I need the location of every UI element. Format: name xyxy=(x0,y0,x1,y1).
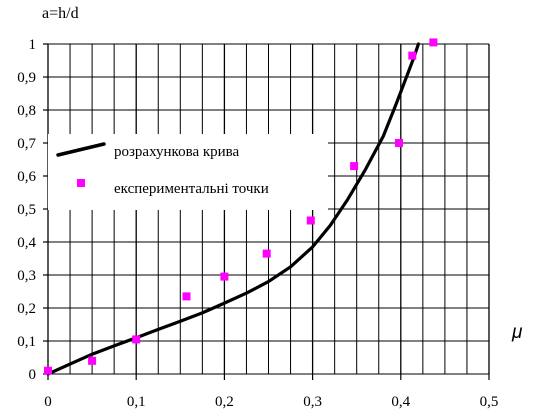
y-tick-label: 0,7 xyxy=(17,136,36,152)
y-tick-label: 0,1 xyxy=(17,334,36,350)
calculated-curve xyxy=(46,42,420,376)
plot-area xyxy=(44,38,438,376)
legend-line-swatch xyxy=(56,142,106,157)
tick-labels: 0 0,1 0,2 0,3 0,4 0,5 0 0,1 0,2 0,3 0,4 0,5 0,6 0,7 0,… xyxy=(17,37,498,410)
legend-label-curve: розрахункова крива xyxy=(114,144,240,160)
y-tick-label: 0,6 xyxy=(17,169,36,185)
experimental-point xyxy=(44,366,52,375)
experimental-point xyxy=(132,335,141,344)
experimental-point xyxy=(182,292,191,301)
experimental-point xyxy=(220,272,229,281)
x-tick-label: 0 xyxy=(44,394,52,410)
legend-label-points: експериментальні точки xyxy=(114,181,269,197)
y-tick-label: 0,4 xyxy=(17,235,36,251)
x-tick-label: 0,3 xyxy=(303,394,322,410)
x-tick-label: 0,1 xyxy=(127,394,146,410)
x-tick-label: 0,4 xyxy=(391,394,410,410)
y-axis-title: a=h/d xyxy=(42,5,79,22)
y-tick-label: 0,5 xyxy=(17,202,36,218)
y-tick-label: 0 xyxy=(29,367,37,383)
experimental-point xyxy=(408,51,417,60)
y-tick-label: 0,3 xyxy=(17,268,36,284)
x-axis-title: μ xyxy=(511,322,523,343)
x-tick-label: 0,2 xyxy=(215,394,234,410)
y-tick-label: 0,9 xyxy=(17,70,36,86)
x-tick-label: 0,5 xyxy=(480,394,499,410)
legend-marker-points xyxy=(77,179,85,187)
y-tick-label: 0,8 xyxy=(17,103,36,119)
experimental-point xyxy=(88,356,97,365)
experimental-point xyxy=(350,162,359,171)
experimental-point xyxy=(262,249,271,258)
experimental-point xyxy=(395,139,403,147)
experimental-point xyxy=(429,38,438,47)
legend: розрахункова крива експериментальні точк… xyxy=(48,134,328,210)
y-tick-label: 0,2 xyxy=(17,301,36,317)
grid xyxy=(43,43,490,380)
y-tick-label: 1 xyxy=(29,37,37,53)
experimental-point xyxy=(306,216,315,225)
